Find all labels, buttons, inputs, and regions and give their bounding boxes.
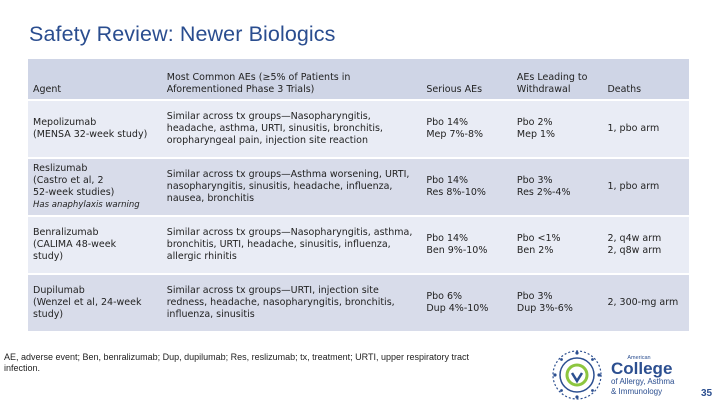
- common-aes-cell: Similar across tx groups—Nasopharyngitis…: [161, 217, 422, 273]
- footnote: AE, adverse event; Ben, benralizumab; Du…: [4, 352, 470, 373]
- serious-aes-placebo: Pbo 14%: [426, 117, 469, 128]
- logo-line-1: of Allergy, Asthma: [611, 377, 675, 386]
- agent-study-cont: study): [33, 251, 64, 262]
- table-row: Reslizumab (Castro et al, 2 52-week stud…: [28, 159, 689, 215]
- common-aes-cell: Similar across tx groups—Asthma worsenin…: [161, 159, 422, 215]
- agent-study-cont: study): [33, 309, 64, 320]
- table-header-row: Agent Most Common AEs (≥5% of Patients i…: [28, 59, 689, 99]
- withdrawal-drug: Mep 1%: [516, 129, 556, 140]
- serious-aes-drug: Mep 7%-8%: [426, 129, 484, 140]
- agent-study: (MENSA 32-week study): [33, 129, 148, 140]
- withdrawal-placebo: Pbo 3%: [516, 291, 553, 302]
- common-aes-cell: Similar across tx groups—Nasopharyngitis…: [161, 101, 422, 157]
- serious-aes-drug: Res 8%-10%: [426, 187, 486, 198]
- table-row: Dupilumab (Wenzel et al, 24-week study) …: [28, 275, 689, 331]
- deaths-value: 2, q4w arm: [607, 233, 662, 244]
- deaths-value: 1, pbo arm: [607, 123, 660, 134]
- serious-aes-cell: Pbo 14% Mep 7%-8%: [421, 101, 512, 157]
- header-agent: Agent: [28, 59, 162, 99]
- agent-cell: Reslizumab (Castro et al, 2 52-week stud…: [28, 159, 162, 215]
- table-row: Mepolizumab (MENSA 32-week study) Simila…: [28, 101, 689, 157]
- withdrawal-cell: Pbo <1% Ben 2%: [511, 217, 603, 273]
- deaths-value: 2, 300-mg arm: [607, 297, 679, 308]
- logo-wordmark: American College of Allergy, Asthma & Im…: [611, 355, 674, 397]
- slide-title: Safety Review: Newer Biologics: [29, 22, 336, 46]
- header-withdrawal: AEs Leading to Withdrawal: [511, 59, 603, 99]
- serious-aes-placebo: Pbo 14%: [426, 175, 469, 186]
- deaths-value-2: 2, q8w arm: [607, 245, 662, 256]
- slide-number: 35: [701, 388, 713, 399]
- header-deaths: Deaths: [602, 59, 689, 99]
- withdrawal-drug: Ben 2%: [516, 245, 554, 256]
- acaai-logo: American College of Allergy, Asthma & Im…: [551, 347, 701, 405]
- agent-name: Mepolizumab: [33, 117, 97, 128]
- deaths-cell: 1, pbo arm: [602, 159, 689, 215]
- agent-cell: Mepolizumab (MENSA 32-week study): [28, 101, 162, 157]
- agent-name: Benralizumab: [33, 227, 99, 238]
- withdrawal-cell: Pbo 3% Res 2%-4%: [511, 159, 603, 215]
- serious-aes-cell: Pbo 14% Res 8%-10%: [421, 159, 512, 215]
- withdrawal-cell: Pbo 2% Mep 1%: [511, 101, 603, 157]
- table-row: Benralizumab (CALIMA 48-week study) Simi…: [28, 217, 689, 273]
- logo-name: College: [611, 359, 673, 378]
- agent-study: (Castro et al, 2: [33, 175, 104, 186]
- logo-top-text: American: [627, 355, 651, 361]
- withdrawal-placebo: Pbo 2%: [516, 117, 553, 128]
- agent-name: Reslizumab: [33, 163, 88, 174]
- serious-aes-cell: Pbo 6% Dup 4%-10%: [421, 275, 512, 331]
- header-common-aes: Most Common AEs (≥5% of Patients in Afor…: [161, 59, 422, 99]
- deaths-value: 1, pbo arm: [607, 181, 660, 192]
- header-serious-aes: Serious AEs: [421, 59, 512, 99]
- college-logo-icon: [552, 350, 602, 400]
- serious-aes-cell: Pbo 14% Ben 9%-10%: [421, 217, 512, 273]
- agent-cell: Benralizumab (CALIMA 48-week study): [28, 217, 162, 273]
- deaths-cell: 2, q4w arm 2, q8w arm: [602, 217, 689, 273]
- withdrawal-cell: Pbo 3% Dup 3%-6%: [511, 275, 603, 331]
- serious-aes-drug: Dup 4%-10%: [426, 303, 489, 314]
- safety-table: Agent Most Common AEs (≥5% of Patients i…: [28, 57, 689, 333]
- agent-cell: Dupilumab (Wenzel et al, 24-week study): [28, 275, 162, 331]
- withdrawal-drug: Res 2%-4%: [516, 187, 571, 198]
- withdrawal-drug: Dup 3%-6%: [516, 303, 573, 314]
- anaphylaxis-warning: Has anaphylaxis warning: [33, 200, 140, 210]
- logo-line-2: & Immunology: [611, 387, 663, 396]
- serious-aes-drug: Ben 9%-10%: [426, 245, 488, 256]
- common-aes-cell: Similar across tx groups—URTI, injection…: [161, 275, 422, 331]
- withdrawal-placebo: Pbo <1%: [516, 233, 561, 244]
- deaths-cell: 1, pbo arm: [602, 101, 689, 157]
- withdrawal-placebo: Pbo 3%: [516, 175, 553, 186]
- agent-study: (Wenzel et al, 24-week: [33, 297, 142, 308]
- agent-name: Dupilumab: [33, 285, 85, 296]
- serious-aes-placebo: Pbo 6%: [426, 291, 463, 302]
- deaths-cell: 2, 300-mg arm: [602, 275, 689, 331]
- serious-aes-placebo: Pbo 14%: [426, 233, 469, 244]
- agent-study: (CALIMA 48-week: [33, 239, 117, 250]
- agent-study-cont: 52-week studies): [33, 187, 115, 198]
